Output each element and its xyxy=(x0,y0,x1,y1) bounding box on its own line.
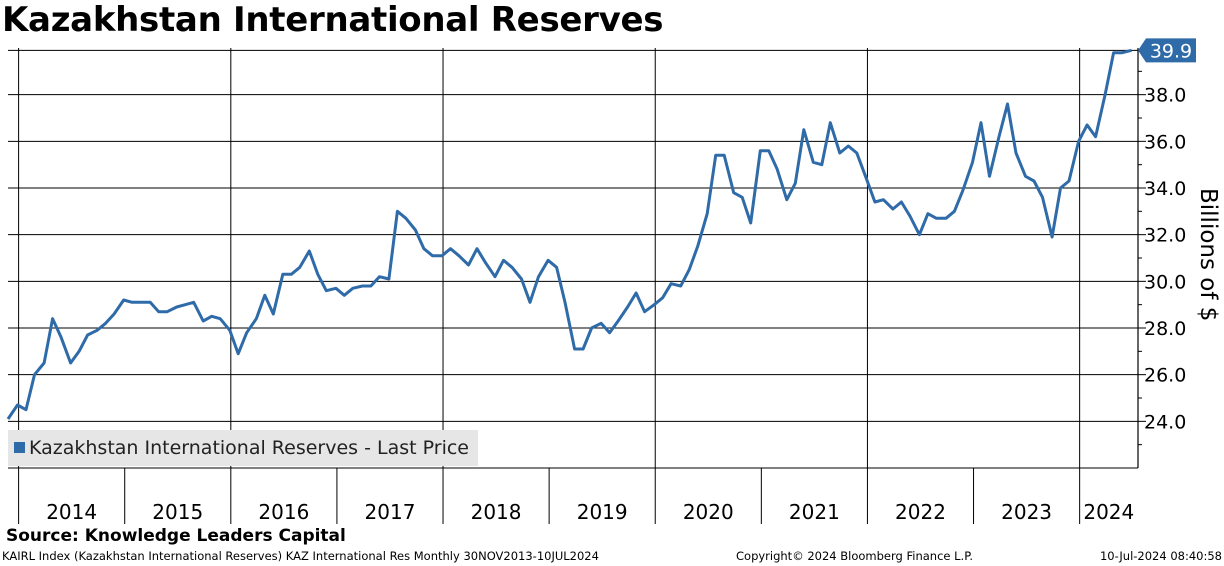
y-tick-label: 32.0 xyxy=(1144,225,1186,247)
y-tick-label: 30.0 xyxy=(1144,271,1186,293)
x-tick-label: 2021 xyxy=(789,500,840,524)
last-value-badge xyxy=(1138,38,1196,63)
x-tick-label: 2024 xyxy=(1083,500,1134,524)
x-tick-label: 2017 xyxy=(365,500,416,524)
y-axis-label: Billions of $ xyxy=(1195,188,1221,321)
y-tick-label: 26.0 xyxy=(1144,365,1186,387)
y-tick-label: 38.0 xyxy=(1144,85,1186,107)
footer-timestamp: 10-Jul-2024 08:40:58 xyxy=(1099,549,1222,563)
y-tick-label: 24.0 xyxy=(1144,411,1186,433)
x-tick-label: 2019 xyxy=(577,500,628,524)
y-tick-label: 34.0 xyxy=(1144,178,1186,200)
footer-copyright: Copyright© 2024 Bloomberg Finance L.P. xyxy=(736,549,973,563)
x-tick-label: 2015 xyxy=(152,500,203,524)
y-tick-label: 28.0 xyxy=(1144,318,1186,340)
x-tick-label: 2014 xyxy=(46,500,97,524)
legend: Kazakhstan International Reserves - Last… xyxy=(8,430,478,466)
x-tick-label: 2022 xyxy=(895,500,946,524)
x-tick-label: 2020 xyxy=(683,500,734,524)
chart-title: Kazakhstan International Reserves xyxy=(2,0,664,40)
x-tick-label: 2016 xyxy=(258,500,309,524)
x-tick-label: 2018 xyxy=(471,500,522,524)
footer-series-info: KAIRL Index (Kazakhstan International Re… xyxy=(2,549,599,563)
y-tick-label: 36.0 xyxy=(1144,131,1186,153)
last-value-label: 39.9 xyxy=(1150,40,1192,62)
series-line xyxy=(6,48,1132,420)
legend-label: Kazakhstan International Reserves - Last… xyxy=(29,437,469,459)
source-text: Source: Knowledge Leaders Capital xyxy=(6,526,346,546)
x-tick-label: 2023 xyxy=(1001,500,1052,524)
legend-swatch xyxy=(14,442,25,453)
